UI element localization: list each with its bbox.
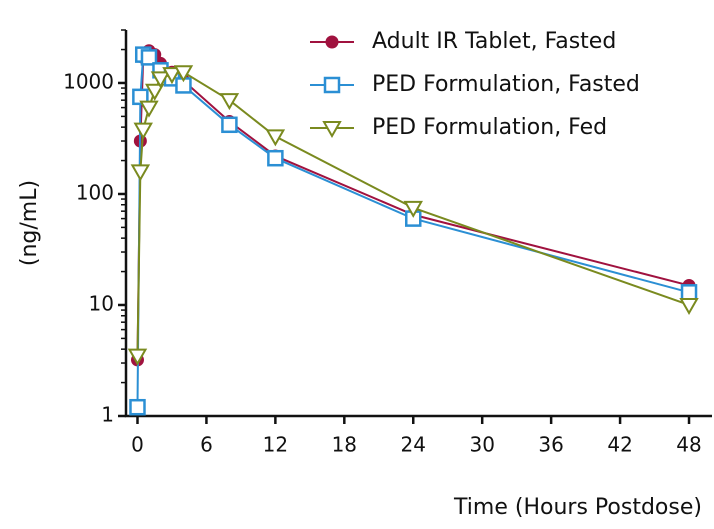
point: [221, 116, 238, 134]
legend-marker: [323, 76, 341, 94]
point: [267, 149, 284, 167]
y-axis-label: (ng/mL): [17, 180, 42, 266]
x-axis-label: Time (Hours Postdose): [453, 495, 702, 520]
point: [680, 284, 698, 301]
legend-label: PED Formulation, Fasted: [372, 72, 640, 97]
x-tick-label: 0: [131, 433, 144, 457]
x-tick-label: 48: [676, 433, 701, 457]
x-tick-label: 6: [200, 433, 213, 457]
point: [139, 100, 159, 118]
point: [219, 93, 240, 111]
point: [150, 71, 171, 89]
point: [133, 122, 153, 140]
series: [129, 46, 698, 416]
point: [173, 65, 194, 83]
point: [132, 88, 149, 106]
point: [265, 129, 286, 147]
point: [140, 49, 158, 66]
y-tick-label: 10: [89, 291, 114, 315]
x-tick-label: 42: [607, 433, 632, 457]
x-tick-label: 36: [538, 433, 563, 457]
x-tick-label: 24: [401, 433, 426, 457]
y-tick-label: 100: [76, 180, 114, 204]
point: [145, 83, 165, 101]
x-tick-label: 12: [263, 433, 288, 457]
x-tick-label: 18: [332, 433, 357, 457]
point: [130, 164, 151, 182]
legend-label: PED Formulation, Fed: [372, 115, 607, 140]
x-tick-label: 30: [469, 433, 494, 457]
y-tick-label: 1: [101, 403, 114, 427]
point: [127, 348, 148, 366]
series: [127, 65, 699, 366]
y-tick-label: 1000: [63, 69, 114, 93]
point: [403, 200, 423, 218]
point: [129, 398, 146, 416]
point: [679, 297, 699, 316]
series-line: [136, 53, 690, 408]
legend-label: Adult IR Tablet, Fasted: [372, 29, 616, 54]
legend-marker: [325, 35, 339, 49]
point: [162, 67, 182, 85]
legend-marker: [322, 121, 342, 139]
